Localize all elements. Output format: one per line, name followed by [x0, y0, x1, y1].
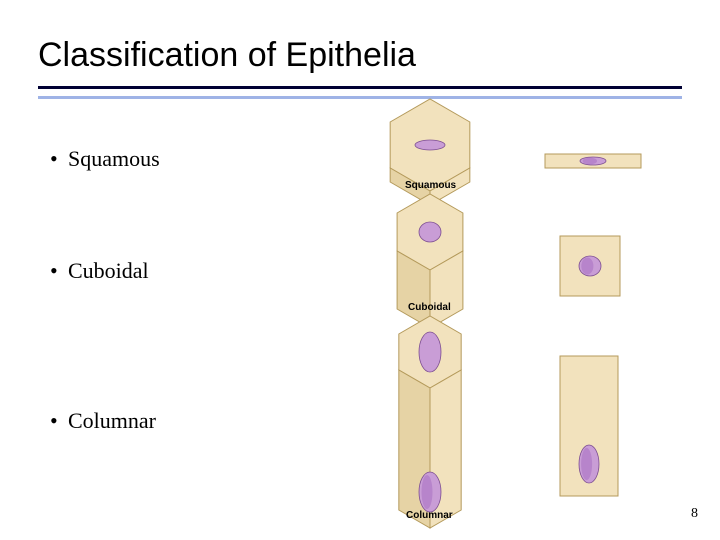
page-number: 8 — [691, 506, 698, 522]
caption-cuboidal: Cuboidal — [408, 302, 451, 313]
caption-squamous: Squamous — [405, 180, 456, 191]
caption-columnar: Columnar — [406, 510, 453, 521]
epithelia-figure — [0, 0, 720, 540]
